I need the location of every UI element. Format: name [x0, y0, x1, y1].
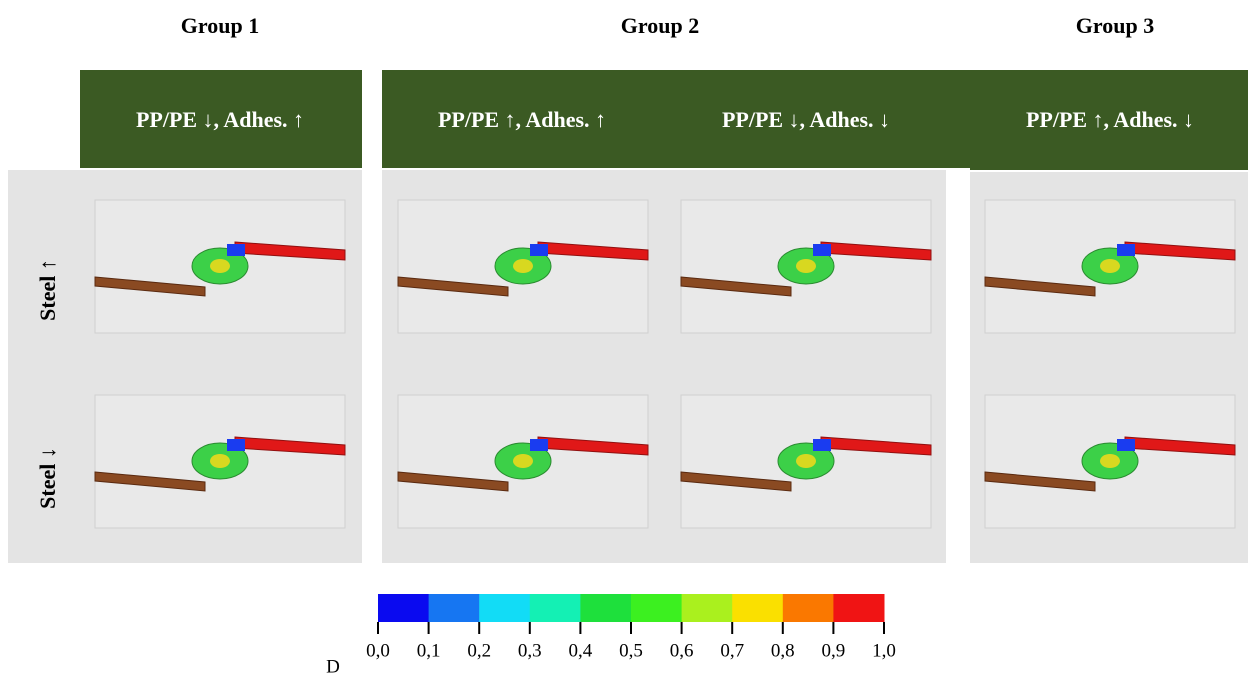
- specimen-core: [1100, 454, 1120, 468]
- specimen-core: [796, 454, 816, 468]
- colorbar-tick-label: 1,0: [872, 640, 896, 661]
- column-header: PP/PE ↑, Adhes. ↓: [1026, 107, 1194, 132]
- specimen-edge: [530, 244, 548, 256]
- colorbar-segment: [378, 594, 429, 622]
- colorbar-tick-label: 0,0: [366, 640, 390, 661]
- column-header: PP/PE ↓, Adhes. ↑: [136, 107, 304, 132]
- colorbar-tick-label: 0,2: [467, 640, 491, 661]
- colorbar-segment: [631, 594, 682, 622]
- colorbar-tick-label: 0,3: [518, 640, 542, 661]
- colorbar-segment: [429, 594, 480, 622]
- column-header: PP/PE ↓, Adhes. ↓: [722, 107, 890, 132]
- specimen-edge: [227, 439, 245, 451]
- colorbar-tick-label: 0,8: [771, 640, 795, 661]
- colorbar-segment: [833, 594, 884, 622]
- group-title: Group 3: [1076, 13, 1154, 38]
- specimen-edge: [530, 439, 548, 451]
- row-label: Steel ↑: [35, 259, 60, 321]
- specimen-core: [796, 259, 816, 273]
- colorbar-tick-label: 0,4: [569, 640, 593, 661]
- colorbar-segment: [783, 594, 834, 622]
- group-title: Group 2: [621, 13, 699, 38]
- specimen-edge: [813, 244, 831, 256]
- colorbar-tick-label: 0,7: [720, 640, 744, 661]
- specimen-edge: [813, 439, 831, 451]
- figure: Group 1 Group 2 Group 3 PP/PE ↓, Adhes. …: [0, 0, 1248, 677]
- specimen-core: [513, 259, 533, 273]
- specimen-core: [513, 454, 533, 468]
- colorbar-segment: [682, 594, 733, 622]
- colorbar-segment: [580, 594, 631, 622]
- colorbar-tick-label: 0,1: [417, 640, 441, 661]
- specimen-edge: [227, 244, 245, 256]
- colorbar-segment: [530, 594, 581, 622]
- specimen-core: [1100, 259, 1120, 273]
- colorbar-segment: [732, 594, 783, 622]
- specimen-edge: [1117, 244, 1135, 256]
- colorbar-label: D: [326, 656, 340, 677]
- colorbar-tick-label: 0,9: [822, 640, 846, 661]
- row-label: Steel ↓: [35, 447, 60, 509]
- specimen-edge: [1117, 439, 1135, 451]
- group-title: Group 1: [181, 13, 259, 38]
- column-header: PP/PE ↑, Adhes. ↑: [438, 107, 606, 132]
- notch: [946, 168, 970, 172]
- colorbar-tick-label: 0,6: [670, 640, 694, 661]
- specimen-core: [210, 454, 230, 468]
- specimen-core: [210, 259, 230, 273]
- colorbar-tick-label: 0,5: [619, 640, 643, 661]
- colorbar-segment: [479, 594, 530, 622]
